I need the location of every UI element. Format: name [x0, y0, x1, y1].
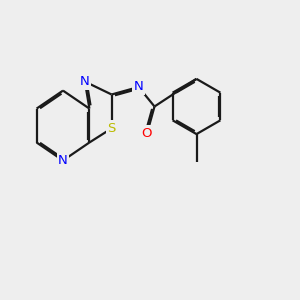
- Text: O: O: [142, 127, 152, 140]
- Text: N: N: [80, 75, 90, 88]
- Text: N: N: [58, 154, 68, 167]
- Text: N: N: [134, 80, 143, 94]
- Text: S: S: [107, 122, 116, 135]
